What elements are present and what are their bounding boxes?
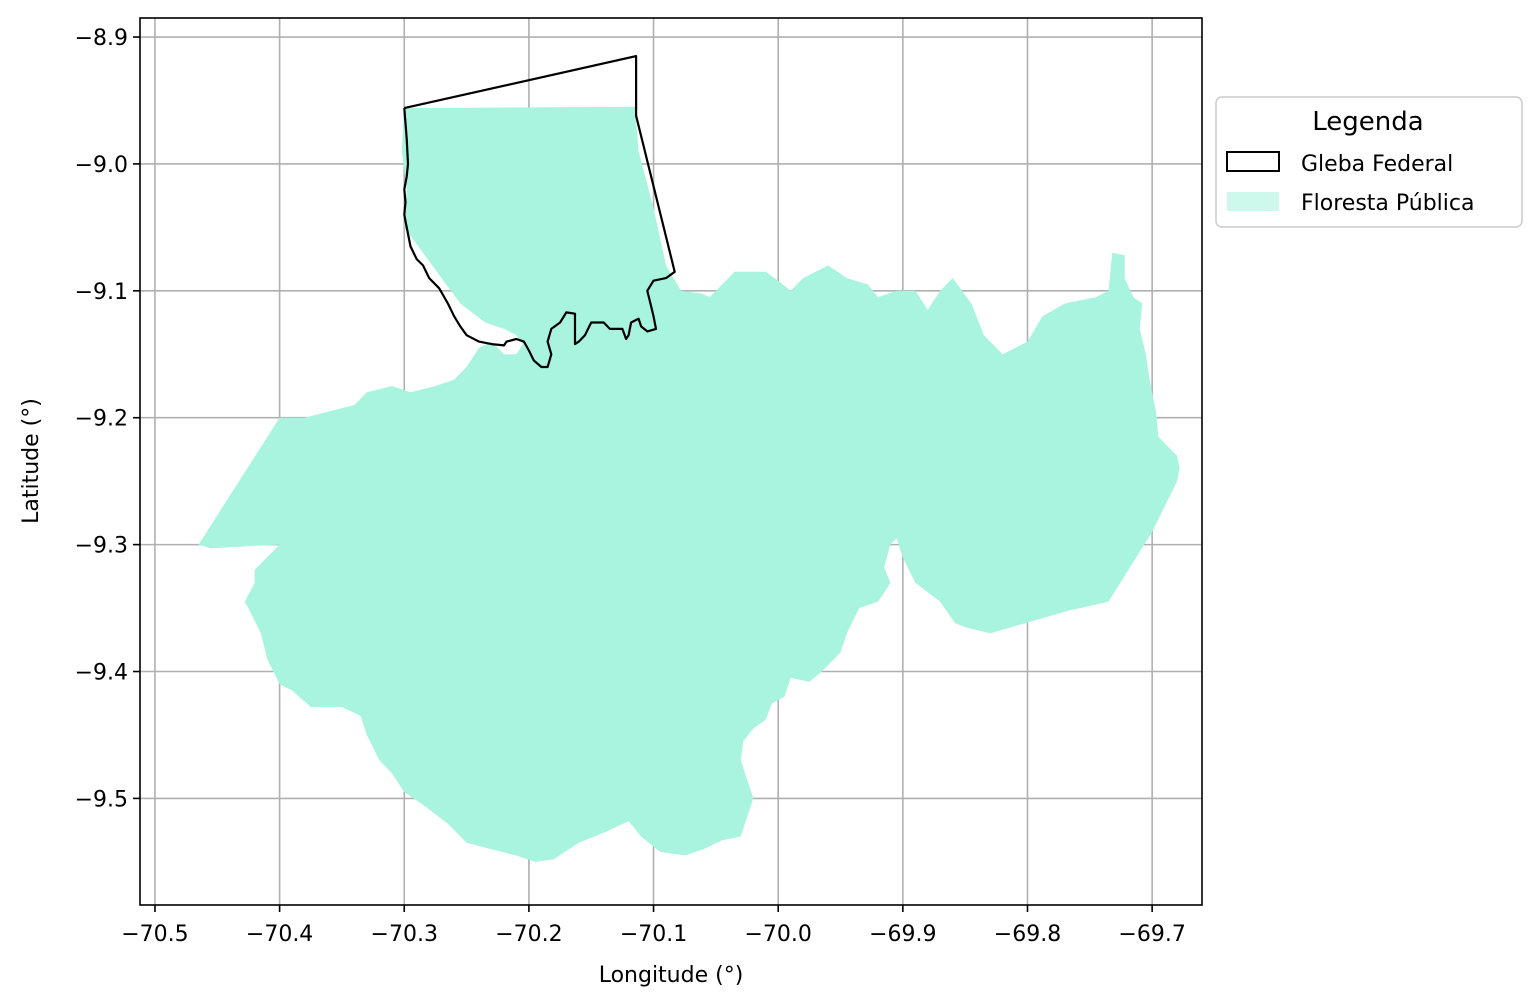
x-tick-label-0: −70.5 bbox=[121, 922, 188, 947]
y-tick-label-6: −9.5 bbox=[75, 787, 128, 812]
x-tick-label-4: −70.1 bbox=[620, 922, 687, 947]
y-tick-label-2: −9.1 bbox=[75, 280, 128, 305]
y-tick-label-3: −9.2 bbox=[75, 407, 128, 432]
legend-label-floresta-publica: Floresta Pública bbox=[1301, 191, 1474, 216]
y-tick-label-5: −9.4 bbox=[75, 661, 128, 686]
legend-box bbox=[1215, 96, 1523, 228]
y-axis-label: Latitude (°) bbox=[19, 398, 44, 524]
x-tick-label-2: −70.3 bbox=[371, 922, 438, 947]
gleba-federal-boundary bbox=[403, 55, 676, 369]
y-axis-ticks: −8.9 −9.0 −9.1 −9.2 −9.3 −9.4 −9.5 bbox=[75, 26, 140, 812]
x-tick-label-6: −69.9 bbox=[869, 922, 936, 947]
y-tick-label-0: −8.9 bbox=[75, 26, 128, 51]
plot-area: −70.5 −70.4 −70.3 −70.2 −70.1 −70.0 −69.9 −69.8… bbox=[75, 17, 1203, 947]
legend-title: Legenda bbox=[1312, 107, 1423, 137]
legend-swatch-gleba-federal bbox=[1226, 151, 1280, 172]
legend-label-gleba-federal: Gleba Federal bbox=[1301, 152, 1453, 177]
plot-frame bbox=[139, 17, 1203, 906]
floresta-publica-area bbox=[198, 106, 1180, 862]
x-axis-label: Longitude (°) bbox=[599, 963, 744, 988]
x-tick-label-1: −70.4 bbox=[246, 922, 313, 947]
x-tick-label-3: −70.2 bbox=[495, 922, 562, 947]
map-layers bbox=[198, 55, 1180, 862]
x-tick-label-5: −70.0 bbox=[744, 922, 811, 947]
x-tick-label-8: −69.7 bbox=[1118, 922, 1185, 947]
x-tick-label-7: −69.8 bbox=[994, 922, 1061, 947]
y-tick-label-4: −9.3 bbox=[75, 534, 128, 559]
legend: Legenda Gleba Federal Floresta Pública bbox=[1215, 96, 1523, 228]
y-tick-label-1: −9.0 bbox=[75, 153, 128, 178]
legend-swatch-floresta-publica bbox=[1227, 192, 1279, 211]
x-axis-ticks: −70.5 −70.4 −70.3 −70.2 −70.1 −70.0 −69.9 −69.8… bbox=[121, 905, 1186, 947]
